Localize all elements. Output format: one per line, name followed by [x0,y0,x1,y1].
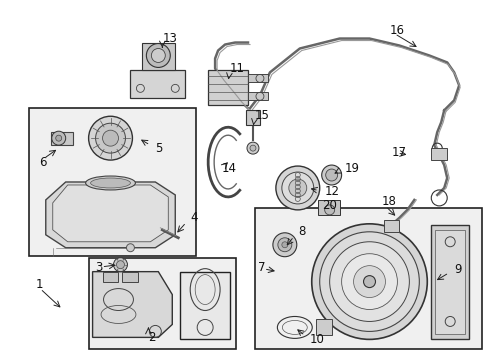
Bar [254,208,481,349]
Circle shape [146,44,170,67]
Text: 14: 14 [222,162,237,175]
Polygon shape [315,319,331,336]
Text: 16: 16 [388,24,404,37]
Circle shape [363,276,375,288]
Text: 4: 4 [190,211,197,224]
Text: 20: 20 [321,199,336,212]
Circle shape [319,232,419,332]
Bar [88,258,236,349]
Circle shape [321,165,341,185]
Text: 19: 19 [344,162,359,175]
Text: 10: 10 [309,333,324,346]
Circle shape [102,130,118,146]
Polygon shape [208,71,247,105]
Circle shape [341,254,397,310]
Text: 7: 7 [258,261,265,274]
Polygon shape [46,182,175,248]
Circle shape [288,179,306,197]
Circle shape [311,224,427,339]
Circle shape [249,145,255,151]
Text: 15: 15 [254,109,269,122]
Polygon shape [384,220,399,232]
Circle shape [324,205,334,215]
Circle shape [246,142,259,154]
Text: 3: 3 [95,261,103,274]
Ellipse shape [90,178,130,188]
Circle shape [151,49,165,62]
Circle shape [272,233,296,257]
Polygon shape [245,110,260,125]
Polygon shape [122,272,138,282]
Text: 2: 2 [148,331,156,344]
Text: 5: 5 [155,141,163,155]
Ellipse shape [85,176,135,190]
Circle shape [281,172,313,204]
Text: 6: 6 [39,156,46,168]
Circle shape [329,242,408,321]
Text: 9: 9 [453,263,461,276]
Text: 12: 12 [324,185,339,198]
Text: 18: 18 [381,195,396,208]
Circle shape [277,238,291,252]
Circle shape [95,123,125,153]
Bar [29,108,196,256]
Polygon shape [51,132,73,145]
Polygon shape [102,272,118,282]
Polygon shape [317,200,339,215]
Text: 8: 8 [297,225,305,238]
Circle shape [52,131,65,145]
Polygon shape [92,272,172,337]
Polygon shape [247,75,267,82]
Polygon shape [130,71,185,98]
Circle shape [275,166,319,210]
Polygon shape [142,42,175,71]
Bar [180,272,229,339]
Circle shape [116,261,124,269]
Text: 11: 11 [229,62,244,75]
Polygon shape [430,225,468,339]
Circle shape [353,266,385,298]
Circle shape [126,244,134,252]
Polygon shape [53,185,168,242]
Circle shape [56,135,61,141]
Text: 17: 17 [390,145,406,159]
Polygon shape [434,230,464,334]
Circle shape [113,258,127,272]
Polygon shape [247,92,267,100]
Text: 13: 13 [162,32,177,45]
Circle shape [325,169,337,181]
Polygon shape [430,148,447,160]
Circle shape [88,116,132,160]
Text: 1: 1 [36,278,43,291]
Circle shape [281,242,287,248]
